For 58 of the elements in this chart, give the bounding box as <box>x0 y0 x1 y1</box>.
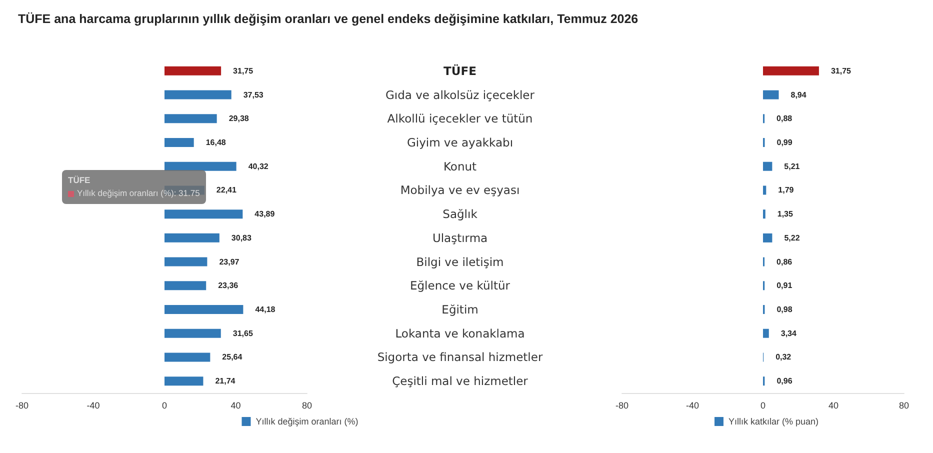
data-label: 43,89 <box>254 210 276 219</box>
data-label: 1,79 <box>778 186 794 195</box>
data-label: 1,35 <box>777 210 794 219</box>
data-label: 44,18 <box>255 305 276 314</box>
data-label: 0,86 <box>776 257 793 266</box>
annotation: Yıllık değişim oranları (%): 31.75 <box>77 188 200 198</box>
data-label: 8,94 <box>790 90 807 100</box>
data-label: 3,34 <box>780 328 798 338</box>
data-label: 31,75 <box>233 66 254 76</box>
x-tick-label: -40 <box>686 400 700 410</box>
y-tick-label: Alkollü içecekler ve tütün <box>387 112 533 126</box>
legend-label: Yıllık değişim oranları (%) <box>256 416 358 426</box>
y-tick-label: Gıda ve alkolsüz içecekler <box>386 88 535 102</box>
tooltip-box: TÜFE Yıllık değişim oranları (%): 31.75 <box>62 170 206 204</box>
data-label: 0,99 <box>776 138 793 147</box>
y-tick-label: Ulaştırma <box>432 230 488 245</box>
x-tick-label: 80 <box>302 400 312 410</box>
data-label: 0,32 <box>776 352 792 362</box>
x-tick-label: 0 <box>162 400 168 410</box>
y-tick-label: Bilgi ve iletişim <box>416 254 504 269</box>
y-tick-label: Lokanta ve konaklama <box>395 326 525 340</box>
data-label: 5,21 <box>784 162 800 171</box>
data-label: 23,97 <box>219 257 240 266</box>
x-tick-label: 80 <box>898 400 910 410</box>
data-label: 0,91 <box>776 281 793 290</box>
data-label: 0,98 <box>776 305 793 314</box>
data-label: 31,65 <box>232 328 254 338</box>
y-tick-label: Eğitim <box>442 302 478 316</box>
data-label: 22,41 <box>216 186 237 195</box>
data-label: 16,48 <box>206 138 226 147</box>
y-tick-label: Sağlık <box>442 207 478 222</box>
chart-title: TÜFE ana harcama gruplarının yıllık değişim oranları ve genel endeks değişimine katkıları, Temmuz 2026 <box>18 12 638 26</box>
x-tick-label: 0 <box>760 400 766 410</box>
x-tick-label: -40 <box>86 400 100 410</box>
data-label: 30,83 <box>231 233 252 242</box>
data-label: 23,36 <box>218 281 239 290</box>
x-tick-label: -80 <box>615 400 629 410</box>
x-tick-label: 40 <box>828 400 839 410</box>
data-label: 21,74 <box>215 376 236 386</box>
y-tick-label: Mobilya ve ev eşyası <box>400 183 520 198</box>
data-label: 40,32 <box>248 162 269 171</box>
data-label: 37,53 <box>243 90 264 100</box>
y-tick-label: Konut <box>443 159 478 174</box>
data-label: 0,88 <box>776 114 793 124</box>
data-label: 29,38 <box>228 114 250 124</box>
data-label: 31,75 <box>830 66 852 76</box>
x-tick-label: 40 <box>230 400 241 410</box>
legend-label: Yıllık katkılar (% puan) <box>728 416 819 426</box>
data-label: 25,64 <box>222 352 243 362</box>
data-label: 5,22 <box>784 233 800 242</box>
y-tick-label: Sigorta ve finansal hizmetler <box>377 350 543 364</box>
y-tick-label: Giyim ve ayakkabı <box>406 136 514 150</box>
y-tick-label: Çeşitli mal ve hizmetler <box>392 374 528 388</box>
y-tick-label: Eğlence ve kültür <box>410 278 510 293</box>
x-tick-label: -80 <box>15 400 29 410</box>
y-tick-label: TÜFE <box>444 64 477 78</box>
annotation: TÜFE <box>68 175 90 185</box>
data-label: 0,96 <box>776 376 793 386</box>
